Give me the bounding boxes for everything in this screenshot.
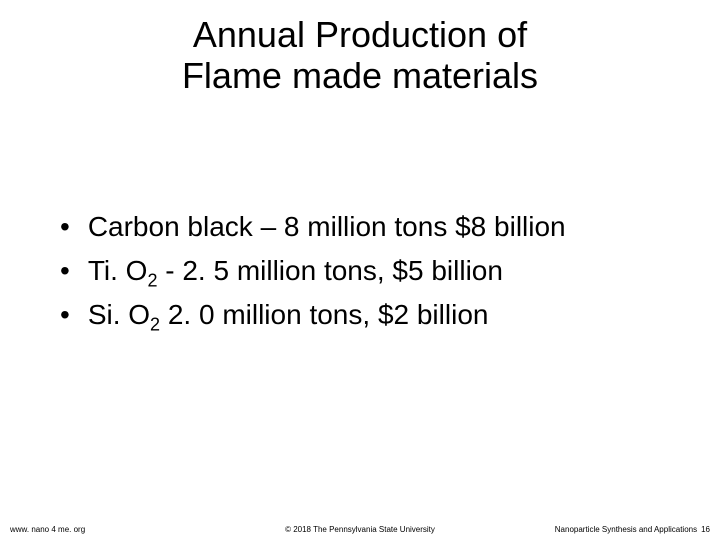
footer-right: Nanoparticle Synthesis and Applications 1… [555, 525, 710, 534]
list-item: • Ti. O2 - 2. 5 million tons, $5 billion [60, 254, 680, 292]
page-number: 16 [701, 525, 710, 534]
bullet-text: Carbon black – 8 million tons $8 billion [88, 210, 566, 248]
slide-footer: www. nano 4 me. org © 2018 The Pennsylva… [0, 518, 720, 534]
bullet-text: Ti. O2 - 2. 5 million tons, $5 billion [88, 254, 503, 292]
bullet-marker: • [60, 210, 70, 244]
bullet-post: - 2. 5 million tons, $5 billion [157, 255, 503, 286]
bullet-marker: • [60, 298, 70, 332]
list-item: • Si. O2 2. 0 million tons, $2 billion [60, 298, 680, 336]
bullet-pre: Si. O [88, 299, 150, 330]
title-line-2: Flame made materials [0, 55, 720, 96]
slide-title: Annual Production of Flame made material… [0, 14, 720, 97]
list-item: • Carbon black – 8 million tons $8 billi… [60, 210, 680, 248]
bullet-post: 2. 0 million tons, $2 billion [160, 299, 488, 330]
bullet-sub: 2 [150, 315, 160, 335]
title-line-1: Annual Production of [0, 14, 720, 55]
footer-right-label: Nanoparticle Synthesis and Applications [555, 525, 697, 534]
slide: Annual Production of Flame made material… [0, 0, 720, 540]
bullet-marker: • [60, 254, 70, 288]
bullet-list: • Carbon black – 8 million tons $8 billi… [60, 210, 680, 343]
bullet-text: Si. O2 2. 0 million tons, $2 billion [88, 298, 489, 336]
bullet-pre: Ti. O [88, 255, 148, 286]
bullet-sub: 2 [147, 271, 157, 291]
bullet-pre: Carbon black – 8 million tons $8 billion [88, 211, 566, 242]
